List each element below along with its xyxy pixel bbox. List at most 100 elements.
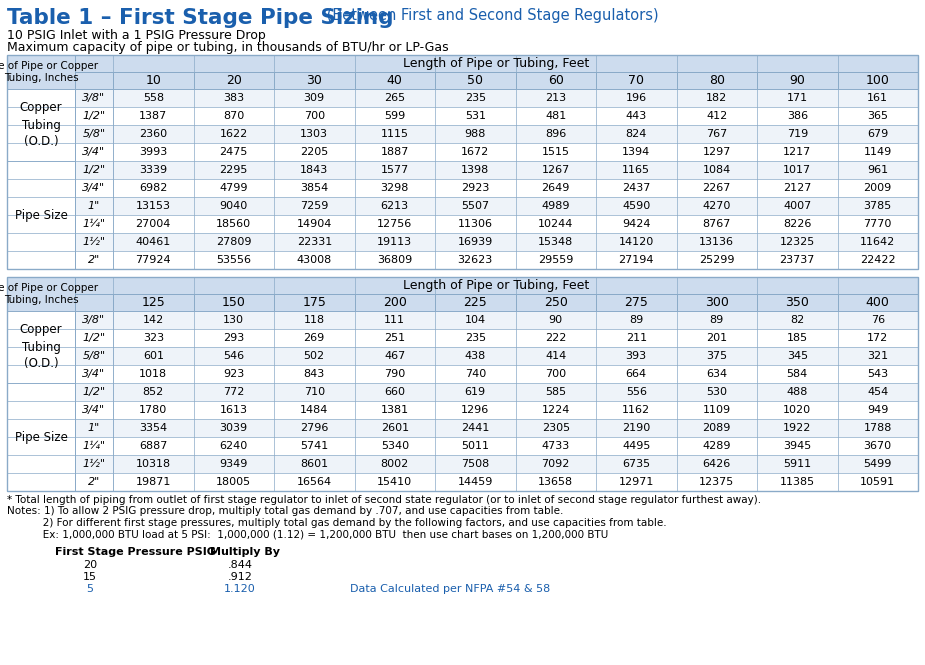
Text: 309: 309	[303, 93, 325, 103]
Text: 2441: 2441	[461, 423, 489, 433]
Text: 7508: 7508	[462, 459, 489, 469]
Text: 558: 558	[142, 93, 164, 103]
Text: 3354: 3354	[139, 423, 167, 433]
Text: 20: 20	[83, 560, 97, 570]
Text: 3/4": 3/4"	[82, 147, 105, 157]
Bar	[193, 72, 274, 89]
Text: 5741: 5741	[300, 441, 328, 451]
Text: 20: 20	[226, 74, 241, 87]
Text: 896: 896	[545, 129, 566, 139]
Text: 8226: 8226	[783, 219, 811, 229]
Text: 454: 454	[867, 387, 888, 397]
Text: Length of Pipe or Tubing, Feet: Length of Pipe or Tubing, Feet	[403, 279, 589, 292]
Text: 50: 50	[467, 74, 483, 87]
Text: 1381: 1381	[381, 405, 409, 415]
Text: 1¼": 1¼"	[82, 441, 105, 451]
Text: 225: 225	[463, 296, 487, 309]
Text: 9040: 9040	[219, 201, 248, 211]
Text: .912: .912	[228, 572, 253, 582]
Text: 1780: 1780	[139, 405, 167, 415]
Bar	[113, 72, 193, 89]
Text: 2295: 2295	[219, 165, 248, 175]
Text: 365: 365	[868, 111, 888, 121]
Text: 2649: 2649	[541, 183, 570, 193]
Text: 104: 104	[464, 315, 486, 325]
Text: 1387: 1387	[139, 111, 167, 121]
Text: 412: 412	[706, 111, 727, 121]
Text: 25299: 25299	[699, 255, 734, 265]
Text: (Between First and Second Stage Regulators): (Between First and Second Stage Regulato…	[322, 8, 659, 23]
Bar	[75, 383, 918, 401]
Bar	[75, 455, 918, 473]
Text: 1394: 1394	[623, 147, 650, 157]
Text: Maximum capacity of pipe or tubing, in thousands of BTU/hr or LP-Gas: Maximum capacity of pipe or tubing, in t…	[7, 41, 449, 54]
Text: 531: 531	[464, 111, 486, 121]
Text: 6887: 6887	[139, 441, 167, 451]
Text: 1217: 1217	[783, 147, 811, 157]
Text: 11642: 11642	[860, 237, 895, 247]
Text: 10244: 10244	[538, 219, 574, 229]
Text: 12325: 12325	[780, 237, 815, 247]
Text: 77924: 77924	[135, 255, 171, 265]
Text: 4289: 4289	[702, 441, 731, 451]
Bar	[75, 437, 918, 455]
Bar	[75, 233, 918, 251]
Text: Ex: 1,000,000 BTU load at 5 PSI:  1,000,000 (1.12) = 1,200,000 BTU  then use cha: Ex: 1,000,000 BTU load at 5 PSI: 1,000,0…	[7, 529, 609, 539]
Text: 1149: 1149	[864, 147, 892, 157]
Text: 2190: 2190	[623, 423, 650, 433]
Text: 1622: 1622	[219, 129, 248, 139]
Text: 251: 251	[384, 333, 405, 343]
Text: 350: 350	[785, 296, 809, 309]
Text: 3/8": 3/8"	[82, 93, 105, 103]
Text: 961: 961	[868, 165, 888, 175]
Text: 1297: 1297	[703, 147, 731, 157]
Text: 40461: 40461	[136, 237, 171, 247]
Text: 843: 843	[303, 369, 325, 379]
Bar	[7, 277, 918, 491]
Text: 18560: 18560	[216, 219, 252, 229]
Text: 375: 375	[706, 351, 727, 361]
Text: 488: 488	[786, 387, 808, 397]
Text: 6213: 6213	[381, 201, 409, 211]
Bar	[676, 72, 757, 89]
Text: 467: 467	[384, 351, 405, 361]
Bar	[75, 294, 113, 311]
Text: 300: 300	[705, 296, 729, 309]
Bar	[274, 294, 354, 311]
Text: 27809: 27809	[216, 237, 252, 247]
Bar	[7, 55, 918, 269]
Text: Table 1 – First Stage Pipe Sizing: Table 1 – First Stage Pipe Sizing	[7, 8, 393, 28]
Text: 36809: 36809	[377, 255, 413, 265]
Text: 710: 710	[303, 387, 325, 397]
Bar	[837, 294, 918, 311]
Text: 175: 175	[302, 296, 327, 309]
Text: 82: 82	[790, 315, 805, 325]
Text: 185: 185	[786, 333, 808, 343]
Text: 481: 481	[545, 111, 566, 121]
Bar	[7, 89, 75, 161]
Text: 8601: 8601	[301, 459, 328, 469]
Text: 3785: 3785	[864, 201, 892, 211]
Text: Notes: 1) To allow 2 PSIG pressure drop, multiply total gas demand by .707, and : Notes: 1) To allow 2 PSIG pressure drop,…	[7, 507, 563, 517]
Text: 619: 619	[464, 387, 486, 397]
Text: 584: 584	[786, 369, 808, 379]
Text: 1020: 1020	[783, 405, 811, 415]
Text: 1½": 1½"	[82, 237, 105, 247]
Text: 100: 100	[866, 74, 890, 87]
Text: 988: 988	[464, 129, 486, 139]
Text: 5340: 5340	[381, 441, 409, 451]
Text: 4007: 4007	[783, 201, 811, 211]
Text: 22422: 22422	[860, 255, 895, 265]
Text: 3945: 3945	[783, 441, 811, 451]
Text: 1484: 1484	[300, 405, 328, 415]
Text: 196: 196	[625, 93, 647, 103]
Text: 3339: 3339	[139, 165, 167, 175]
Text: 18005: 18005	[216, 477, 252, 487]
Bar	[113, 294, 193, 311]
Text: Data Calculated per NFPA #54 & 58: Data Calculated per NFPA #54 & 58	[350, 584, 550, 594]
Text: 269: 269	[303, 333, 325, 343]
Text: 2089: 2089	[703, 423, 731, 433]
Bar	[435, 294, 515, 311]
Text: 2437: 2437	[622, 183, 650, 193]
Bar	[75, 401, 918, 419]
